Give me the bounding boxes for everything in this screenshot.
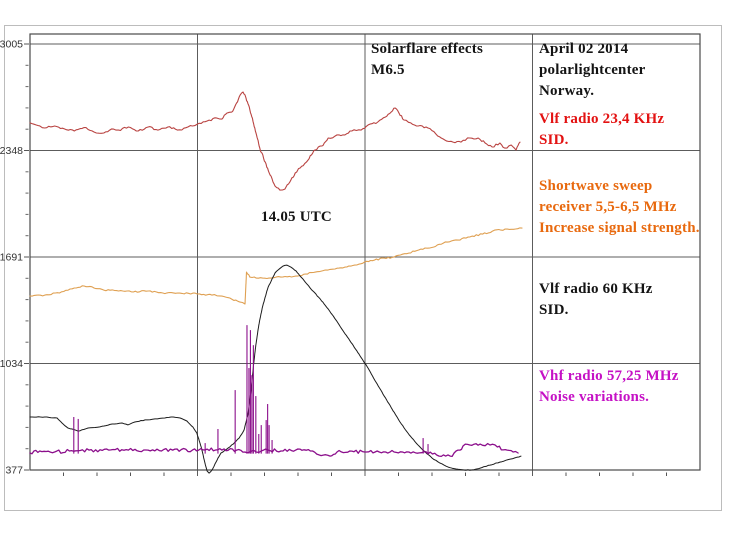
y-axis-label: 2348: [0, 145, 23, 157]
y-axis-label: 377: [5, 465, 23, 477]
legend-shortwave-line2: receiver 5,5-6,5 MHz: [539, 199, 677, 215]
series-vlf60: [29, 264, 522, 474]
annotation-date: April 02 2014: [539, 41, 629, 57]
series-shortwave-line: [29, 227, 523, 305]
legend-vlf-60: Vlf radio 60 KHz SID.: [539, 279, 653, 321]
annotation-country: Norway.: [539, 83, 595, 99]
legend-shortwave-line3: Increase signal strength.: [539, 220, 700, 236]
annotation-date-location: April 02 2014 polarlightcenter Norway.: [539, 39, 646, 102]
x-axis: [63, 472, 667, 476]
annotation-utc-time: 14.05 UTC: [261, 207, 332, 228]
annotation-solarflare: Solarflare effects M6.5: [371, 39, 483, 81]
legend-shortwave: Shortwave sweep receiver 5,5-6,5 MHz Inc…: [539, 176, 700, 239]
photo-frame: [4, 25, 722, 511]
gridlines: [30, 34, 700, 476]
series-vlf234: [29, 91, 521, 191]
y-axis: 3005 2348 1691 1034 377: [0, 39, 29, 477]
series-shortwave: [29, 227, 523, 305]
legend-vlf-234-line1: Vlf radio 23,4 KHz: [539, 111, 665, 127]
legend-vlf-234: Vlf radio 23,4 KHz SID.: [539, 109, 664, 151]
plot-border: [29, 33, 701, 471]
legend-shortwave-line1: Shortwave sweep: [539, 178, 653, 194]
legend-vhf: Vhf radio 57,25 MHz Noise variations.: [539, 366, 679, 408]
series-vhf-line: [29, 442, 519, 458]
legend-vlf-234-line2: SID.: [539, 132, 569, 148]
legend-vhf-line2: Noise variations.: [539, 389, 650, 405]
annotation-location: polarlightcenter: [539, 62, 646, 78]
y-axis-label: 1034: [0, 358, 23, 370]
annotation-solarflare-line1: Solarflare effects: [371, 41, 484, 57]
y-axis-label: 1691: [0, 252, 23, 264]
annotation-utc-time-text: 14.05 UTC: [261, 209, 332, 225]
series-vhf: [29, 325, 519, 458]
legend-vlf-60-line2: SID.: [539, 302, 569, 318]
legend-vhf-line1: Vhf radio 57,25 MHz: [539, 368, 679, 384]
annotation-solarflare-line2: M6.5: [371, 62, 405, 78]
series-vlf60-line: [29, 264, 522, 474]
legend-vlf-60-line1: Vlf radio 60 KHz: [539, 281, 653, 297]
series-vlf234-line: [29, 91, 521, 191]
y-axis-label: 3005: [0, 39, 23, 51]
